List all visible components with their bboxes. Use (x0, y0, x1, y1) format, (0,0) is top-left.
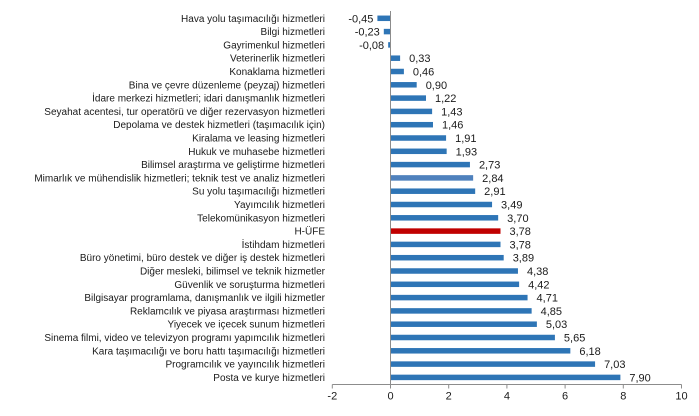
x-tick-label: 2 (446, 391, 452, 403)
bar (390, 294, 528, 301)
category-label: Veterinerlik hizmetleri (230, 54, 325, 65)
x-tick-label: -2 (327, 391, 337, 403)
bar (390, 215, 499, 221)
value-label: -0,45 (348, 13, 373, 25)
value-label: 2,91 (484, 186, 505, 198)
bar (390, 201, 493, 208)
category-label: İstihdam hizmetleri (242, 238, 325, 251)
bar (390, 175, 474, 181)
bar (390, 361, 596, 367)
value-label: 4,38 (527, 266, 548, 278)
x-tick-label: 10 (675, 391, 687, 403)
bar (390, 148, 447, 155)
category-label: Gayrimenkul hizmetleri (223, 40, 325, 51)
value-label: 5,65 (564, 333, 585, 345)
value-labels: -0,45-0,23-0,080,330,460,901,221,431,461… (348, 13, 650, 384)
bar (390, 374, 621, 381)
category-label: Hava yolu taşımacılığı hizmetleri (181, 14, 325, 25)
bar (390, 268, 518, 274)
value-label: 6,18 (579, 346, 600, 358)
category-label: Depolama ve destek hizmetleri (taşımacıl… (113, 120, 325, 131)
bar (390, 321, 537, 327)
value-label: 1,91 (455, 133, 476, 145)
category-labels: Hava yolu taşımacılığı hizmetleri Bilgi h… (34, 14, 325, 384)
bar (390, 188, 476, 194)
value-label: 0,90 (426, 80, 447, 92)
category-label: Güvenlik ve soruşturma hizmetleri (174, 280, 325, 291)
bar (390, 108, 433, 115)
value-label: 1,46 (442, 120, 463, 132)
value-label: 1,43 (441, 106, 462, 118)
category-label: Mimarlık ve mühendislik hizmetleri; tekn… (34, 173, 325, 184)
category-label: Programcılık ve yayıncılık hizmetleri (166, 360, 326, 371)
value-label: 4,42 (528, 279, 549, 291)
value-label: 7,03 (604, 359, 625, 371)
value-label: 0,33 (409, 53, 430, 65)
bar (390, 161, 470, 168)
value-label: 3,70 (507, 213, 528, 225)
x-tick-label: 4 (504, 391, 510, 403)
bar (390, 334, 555, 341)
value-label: 1,22 (435, 93, 456, 105)
category-label: Konaklama hizmetleri (229, 67, 325, 78)
bar (377, 15, 391, 22)
x-tick-label: 0 (387, 391, 393, 403)
bar (388, 42, 391, 48)
category-label: Hukuk ve muhasebe hizmetleri (188, 147, 325, 158)
value-label: 5,03 (546, 319, 567, 331)
value-label: 2,84 (482, 173, 503, 185)
bar (390, 135, 447, 141)
value-label: 3,78 (509, 226, 530, 238)
bar (390, 68, 404, 75)
value-label: -0,08 (359, 40, 384, 52)
category-label: Bilgisayar programlama, danışmanlık ve i… (84, 293, 325, 304)
bar (390, 308, 532, 314)
category-label: İdare merkezi hizmetleri; idari danışman… (92, 92, 325, 105)
bars-group (377, 15, 621, 381)
category-label: Reklamcılık ve piyasa araştırması hizmet… (130, 306, 325, 317)
x-tick-label: 6 (562, 391, 568, 403)
bar (390, 254, 504, 261)
bar (390, 348, 571, 354)
category-label: Büro yönetimi, büro destek ve diğer iş d… (80, 253, 325, 264)
category-label: Kiralama ve leasing hizmetleri (192, 134, 325, 145)
value-label: 0,46 (413, 67, 434, 79)
category-label: Posta ve kurye hizmetleri (213, 373, 325, 384)
x-axis-ticks: -2 0 2 4 6 8 10 (327, 384, 688, 403)
value-label: 3,89 (513, 253, 534, 265)
category-label: Diğer mesleki, bilimsel ve teknik hizmet… (140, 267, 326, 278)
category-label: Bilgi hizmetleri (261, 27, 325, 38)
value-label: 3,49 (501, 200, 522, 212)
value-label: -0,23 (355, 27, 380, 39)
category-label: Telekomünikasyon hizmetleri (197, 213, 325, 224)
category-label: Sinema filmi, video ve televizyon progra… (44, 333, 325, 344)
category-label: Bina ve çevre düzenleme (peyzaj) hizmetl… (129, 80, 325, 91)
bar (390, 55, 401, 61)
category-label: Su yolu taşımacılığı hizmetleri (192, 187, 325, 198)
category-label: Bilimsel araştırma ve geliştirme hizmetl… (141, 160, 325, 171)
value-label: 2,73 (479, 160, 500, 172)
value-label: 7,90 (629, 372, 650, 384)
value-label: 4,71 (537, 293, 558, 305)
category-label: Kara taşımacılığı ve boru hattı taşımacı… (92, 346, 325, 357)
category-label: Yiyecek ve içecek sunum hizmetleri (168, 320, 325, 331)
bar (390, 281, 520, 288)
bar (383, 28, 391, 35)
value-label: 4,85 (541, 306, 562, 318)
bar (390, 82, 417, 88)
bar (390, 241, 501, 248)
category-label: Yayımcılık hizmetleri (234, 200, 325, 211)
value-label: 3,78 (509, 239, 530, 251)
x-tick-label: 8 (620, 391, 626, 403)
value-label: 1,93 (456, 146, 477, 158)
bar (390, 121, 433, 128)
bar (390, 228, 501, 234)
bar (390, 95, 427, 101)
category-label: Seyahat acentesi, tur operatörü ve diğer… (44, 107, 325, 118)
category-label: H-ÜFE (294, 226, 325, 238)
